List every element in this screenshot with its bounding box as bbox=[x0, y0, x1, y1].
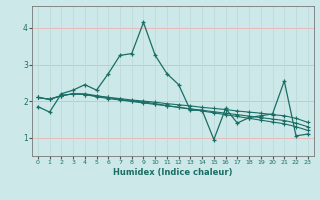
X-axis label: Humidex (Indice chaleur): Humidex (Indice chaleur) bbox=[113, 168, 233, 177]
